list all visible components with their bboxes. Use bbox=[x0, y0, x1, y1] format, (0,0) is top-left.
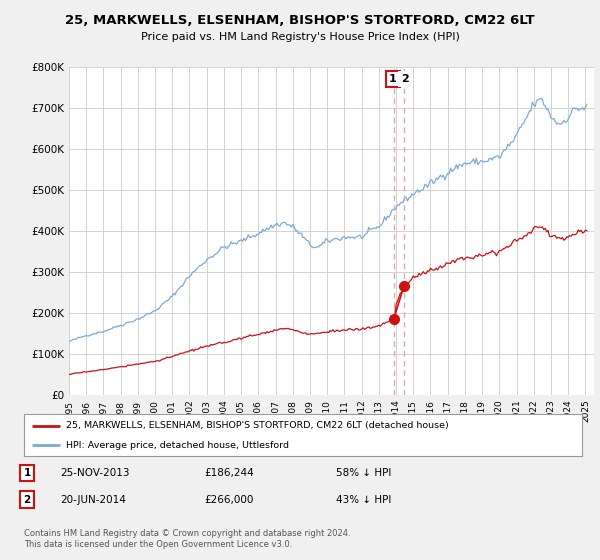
Text: 1: 1 bbox=[23, 468, 31, 478]
Text: 1: 1 bbox=[389, 74, 397, 84]
Text: 43% ↓ HPI: 43% ↓ HPI bbox=[336, 494, 391, 505]
Text: Contains HM Land Registry data © Crown copyright and database right 2024.
This d: Contains HM Land Registry data © Crown c… bbox=[24, 529, 350, 549]
Text: £266,000: £266,000 bbox=[204, 494, 253, 505]
Text: 58% ↓ HPI: 58% ↓ HPI bbox=[336, 468, 391, 478]
Text: 2: 2 bbox=[401, 74, 409, 84]
Text: 25, MARKWELLS, ELSENHAM, BISHOP'S STORTFORD, CM22 6LT: 25, MARKWELLS, ELSENHAM, BISHOP'S STORTF… bbox=[65, 14, 535, 27]
Text: 20-JUN-2014: 20-JUN-2014 bbox=[60, 494, 126, 505]
Text: Price paid vs. HM Land Registry's House Price Index (HPI): Price paid vs. HM Land Registry's House … bbox=[140, 32, 460, 43]
Text: £186,244: £186,244 bbox=[204, 468, 254, 478]
Text: HPI: Average price, detached house, Uttlesford: HPI: Average price, detached house, Uttl… bbox=[66, 441, 289, 450]
Text: 2: 2 bbox=[23, 494, 31, 505]
Text: 25-NOV-2013: 25-NOV-2013 bbox=[60, 468, 130, 478]
Text: 25, MARKWELLS, ELSENHAM, BISHOP'S STORTFORD, CM22 6LT (detached house): 25, MARKWELLS, ELSENHAM, BISHOP'S STORTF… bbox=[66, 421, 449, 430]
